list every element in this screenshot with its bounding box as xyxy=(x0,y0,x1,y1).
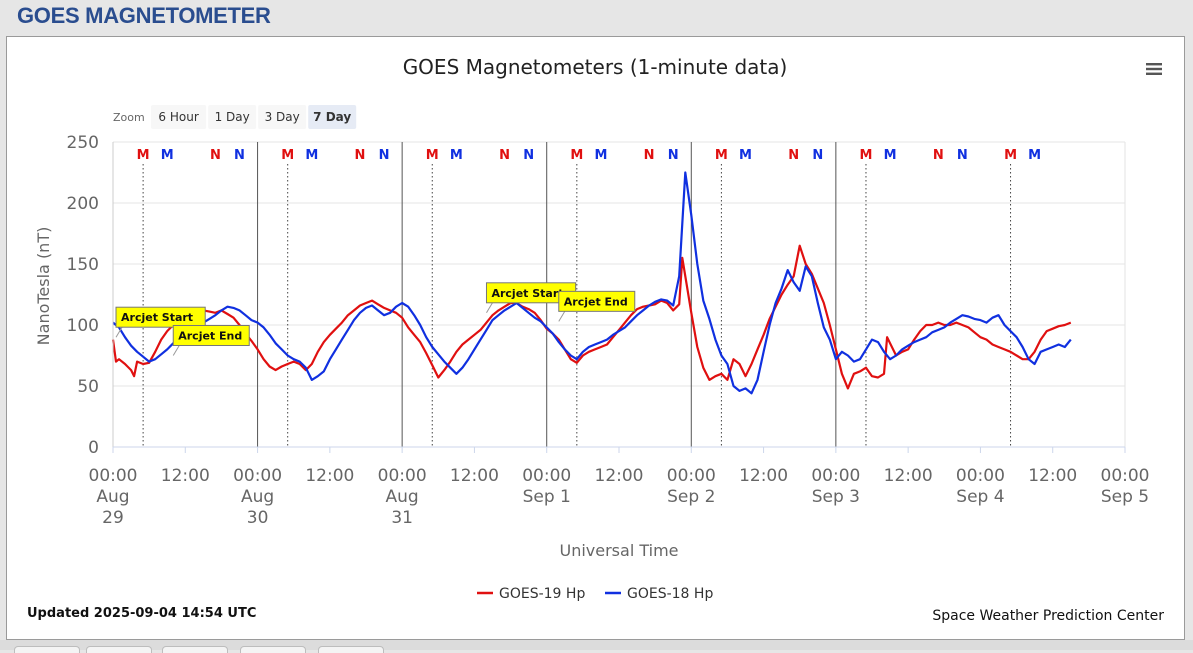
y-axis-title: NanoTesla (nT) xyxy=(34,227,53,346)
annotation-label: Arcjet End xyxy=(564,295,628,308)
y-tick-label: 150 xyxy=(67,255,99,275)
x-tick-label: 00:00 Sep 1 xyxy=(522,466,571,507)
y-tick-label: 50 xyxy=(77,377,99,397)
zoom-button[interactable]: 6 Hour xyxy=(151,105,207,129)
noon-midnight-marker: N xyxy=(234,148,245,163)
arcjet-annotation: Arcjet Start xyxy=(115,306,206,338)
x-tick-label: 12:00 xyxy=(450,466,499,486)
zoom-button[interactable]: 1 Day xyxy=(208,105,257,129)
x-tick-label: 12:00 xyxy=(739,466,788,486)
noon-midnight-marker: M xyxy=(161,148,174,163)
noon-midnight-marker: M xyxy=(281,148,294,163)
series-line xyxy=(112,171,1072,395)
updated-timestamp: Updated 2025-09-04 14:54 UTC xyxy=(27,606,256,621)
x-tick-label: 12:00 xyxy=(161,466,210,486)
series-line xyxy=(111,244,1072,390)
x-tick-label: 12:00 xyxy=(884,466,933,486)
noon-midnight-marker: M xyxy=(739,148,752,163)
noon-midnight-marker: M xyxy=(137,148,150,163)
zoom-button-label: 1 Day xyxy=(215,110,250,124)
axes: 0 50 100 150 200 250 00:00 Aug 29 12:00 00:00 Aug 30… xyxy=(67,133,1150,528)
noon-midnight-marker: N xyxy=(355,148,366,163)
page-header: GOES MAGNETOMETER xyxy=(0,0,1193,34)
legend-item[interactable]: GOES-19 Hp xyxy=(477,586,585,602)
x-tick-label: 00:00 Sep 5 xyxy=(1101,466,1150,507)
noon-midnight-marker: M xyxy=(570,148,583,163)
zoom-label: Zoom xyxy=(113,111,145,124)
noon-midnight-marker: M xyxy=(1028,148,1041,163)
noon-midnight-marker: N xyxy=(933,148,944,163)
noon-midnight-marker: N xyxy=(812,148,823,163)
x-tick-label: 00:00 Sep 4 xyxy=(956,466,1005,507)
x-axis-title: Universal Time xyxy=(559,541,678,560)
arcjet-annotation: Arcjet End xyxy=(558,290,636,322)
arcjet-annotation: Arcjet End xyxy=(172,325,250,356)
zoom-button-label: 7 Day xyxy=(313,110,351,124)
noon-midnight-marker: M xyxy=(1004,148,1017,163)
legend-label: GOES-18 Hp xyxy=(627,586,713,602)
legend-item[interactable]: GOES-18 Hp xyxy=(605,586,713,602)
noon-midnight-marker: N xyxy=(379,148,390,163)
noon-midnight-marker: N xyxy=(210,148,221,163)
noon-midnight-marker: N xyxy=(499,148,510,163)
y-tick-label: 0 xyxy=(88,438,99,458)
x-tick-label: 00:00 Sep 2 xyxy=(667,466,716,507)
x-tick-label: 00:00 Aug 30 xyxy=(233,466,282,528)
noon-midnight-marker: M xyxy=(884,148,897,163)
x-tick-label: 12:00 xyxy=(1028,466,1077,486)
x-tick-label: 00:00 Aug 31 xyxy=(378,466,427,528)
hamburger-menu-icon[interactable] xyxy=(1145,61,1163,77)
zoom-button[interactable]: 7 Day xyxy=(308,105,357,129)
y-tick-label: 200 xyxy=(67,194,99,214)
noon-midnight-marker: M xyxy=(305,148,318,163)
x-tick-label: 12:00 xyxy=(595,466,644,486)
annotation-label: Arcjet Start xyxy=(491,287,563,300)
x-tick-label: 00:00 Sep 3 xyxy=(811,466,860,507)
y-tick-label: 250 xyxy=(67,133,99,153)
chart-title: GOES Magnetometers (1-minute data) xyxy=(403,55,788,79)
series-lines xyxy=(111,171,1072,395)
page-title: GOES MAGNETOMETER xyxy=(17,3,271,28)
legend-label: GOES-19 Hp xyxy=(499,586,585,602)
annotation-label: Arcjet End xyxy=(178,330,242,343)
noon-midnight-marker: N xyxy=(788,148,799,163)
arcjet-annotation: Arcjet Start xyxy=(485,282,577,314)
annotation-label: Arcjet Start xyxy=(121,311,193,324)
noon-midnight-marker: M xyxy=(426,148,439,163)
zoom-button-label: 6 Hour xyxy=(158,110,198,124)
x-tick-label: 00:00 Aug 29 xyxy=(89,466,138,528)
zoom-button-label: 3 Day xyxy=(265,110,300,124)
credit-text: Space Weather Prediction Center xyxy=(932,608,1164,624)
noon-midnight-marker: N xyxy=(957,148,968,163)
noon-midnight-marker: M xyxy=(715,148,728,163)
bottom-tab-strip xyxy=(0,640,1193,650)
zoom-buttons: 6 Hour 1 Day 3 Day 7 Day xyxy=(151,105,357,129)
zoom-button[interactable]: 3 Day xyxy=(258,105,307,129)
noon-midnight-marker: N xyxy=(523,148,534,163)
noon-midnight-marker: N xyxy=(668,148,679,163)
y-tick-label: 100 xyxy=(67,316,99,336)
noon-midnight-marker: M xyxy=(594,148,607,163)
noon-midnight-marker: N xyxy=(644,148,655,163)
noon-midnight-marker: M xyxy=(860,148,873,163)
x-tick-label: 12:00 xyxy=(305,466,354,486)
noon-midnight-marker: M xyxy=(450,148,463,163)
legend: GOES-19 Hp GOES-18 Hp xyxy=(477,586,713,602)
